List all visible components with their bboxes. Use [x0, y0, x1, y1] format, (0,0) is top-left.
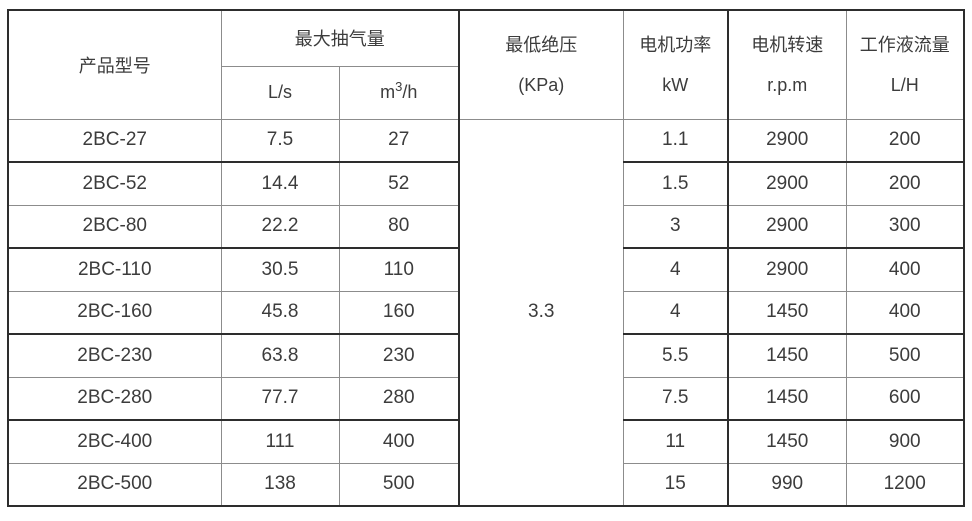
cell-model: 2BC-400 [7, 419, 222, 464]
unit-m3h-base: m [380, 82, 396, 102]
col-header-motor-power: 电机功率 kW [622, 9, 729, 120]
cell-lh: 400 [845, 290, 965, 335]
cell-model: 2BC-52 [7, 161, 222, 206]
cell-ls: 77.7 [220, 376, 340, 421]
motor-power-unit: kW [662, 74, 689, 95]
cell-lh: 200 [845, 161, 965, 206]
cell-rpm: 1450 [727, 290, 847, 335]
cell-m3h: 110 [338, 247, 460, 292]
cell-m3h: 160 [338, 290, 460, 335]
col-header-max-capacity: 最大抽气量 [220, 9, 460, 67]
cell-ls: 138 [220, 462, 340, 507]
header-row-2: L/s m3/h [8, 65, 964, 120]
cell-kw: 15 [622, 462, 729, 507]
col-header-working-fluid-flow: 工作液流量 L/H [845, 9, 965, 120]
table-row: 2BC-400 111 400 11 1450 900 [7, 419, 965, 464]
cell-ls: 14.4 [220, 161, 340, 206]
cell-model: 2BC-80 [7, 204, 222, 249]
cell-min-abs-pressure-merged: 3.3 [458, 118, 624, 507]
cell-rpm: 990 [727, 462, 847, 507]
table-row: 2BC-110 30.5 110 4 2900 400 [7, 247, 965, 292]
cell-m3h: 280 [338, 376, 460, 421]
table-row: 2BC-80 22.2 80 3 2900 300 [7, 204, 965, 249]
cell-kw: 4 [622, 290, 729, 335]
cell-m3h: 400 [338, 419, 460, 464]
cell-rpm: 2900 [727, 247, 847, 292]
cell-m3h: 230 [338, 333, 460, 378]
cell-ls: 22.2 [220, 204, 340, 249]
unit-m3h-superscript: 3 [395, 79, 403, 94]
cell-lh: 400 [845, 247, 965, 292]
cell-model: 2BC-230 [7, 333, 222, 378]
table-row: 2BC-27 7.5 27 3.3 1.1 2900 200 [7, 118, 965, 507]
cell-rpm: 1450 [727, 419, 847, 464]
cell-kw: 7.5 [622, 376, 729, 421]
col-header-min-abs-pressure: 最低绝压 (KPa) [458, 9, 624, 120]
cell-rpm: 1450 [727, 376, 847, 421]
col-header-unit-ls: L/s [220, 65, 340, 120]
col-header-unit-m3h: m3/h [338, 65, 460, 120]
col-header-product-model: 产品型号 [7, 9, 222, 120]
motor-speed-label: 电机转速 [751, 34, 824, 55]
cell-ls: 45.8 [220, 290, 340, 335]
cell-model: 2BC-27 [7, 118, 222, 163]
cell-kw: 5.5 [622, 333, 729, 378]
cell-lh: 600 [845, 376, 965, 421]
cell-rpm: 2900 [727, 204, 847, 249]
table-row: 2BC-230 63.8 230 5.5 1450 500 [7, 333, 965, 378]
cell-lh: 300 [845, 204, 965, 249]
cell-m3h: 500 [338, 462, 460, 507]
cell-ls: 30.5 [220, 247, 340, 292]
header-row-1: 产品型号 最大抽气量 最低绝压 (KPa) 电机功率 kW 电机转速 r.p.m… [7, 9, 965, 120]
cell-rpm: 2900 [727, 161, 847, 206]
working-fluid-flow-unit: L/H [890, 74, 919, 95]
min-abs-pressure-label: 最低绝压 [505, 34, 578, 55]
cell-model: 2BC-160 [7, 290, 222, 335]
unit-m3h-rest: /h [402, 82, 418, 102]
cell-lh: 900 [845, 419, 965, 464]
cell-kw: 1.5 [622, 161, 729, 206]
cell-kw: 1.1 [622, 118, 729, 163]
min-abs-pressure-unit: (KPa) [518, 74, 565, 95]
cell-kw: 4 [622, 247, 729, 292]
cell-lh: 200 [845, 118, 965, 163]
cell-kw: 3 [622, 204, 729, 249]
cell-m3h: 52 [338, 161, 460, 206]
table-row: 2BC-280 77.7 280 7.5 1450 600 [7, 376, 965, 421]
table-row: 2BC-160 45.8 160 4 1450 400 [7, 290, 965, 335]
table-row: 2BC-500 138 500 15 990 1200 [7, 462, 965, 507]
cell-rpm: 1450 [727, 333, 847, 378]
col-header-motor-speed: 电机转速 r.p.m [727, 9, 847, 120]
pump-specs-table: 产品型号 最大抽气量 最低绝压 (KPa) 电机功率 kW 电机转速 r.p.m… [7, 9, 965, 507]
cell-kw: 11 [622, 419, 729, 464]
specs-table-container: 产品型号 最大抽气量 最低绝压 (KPa) 电机功率 kW 电机转速 r.p.m… [7, 9, 965, 507]
cell-ls: 7.5 [220, 118, 340, 163]
cell-model: 2BC-110 [7, 247, 222, 292]
working-fluid-flow-label: 工作液流量 [859, 34, 950, 55]
cell-rpm: 2900 [727, 118, 847, 163]
cell-m3h: 80 [338, 204, 460, 249]
cell-ls: 111 [220, 419, 340, 464]
motor-speed-unit: r.p.m [767, 74, 808, 95]
motor-power-label: 电机功率 [639, 34, 712, 55]
cell-lh: 500 [845, 333, 965, 378]
cell-m3h: 27 [338, 118, 460, 163]
cell-model: 2BC-280 [7, 376, 222, 421]
cell-lh: 1200 [845, 462, 965, 507]
cell-ls: 63.8 [220, 333, 340, 378]
cell-model: 2BC-500 [7, 462, 222, 507]
